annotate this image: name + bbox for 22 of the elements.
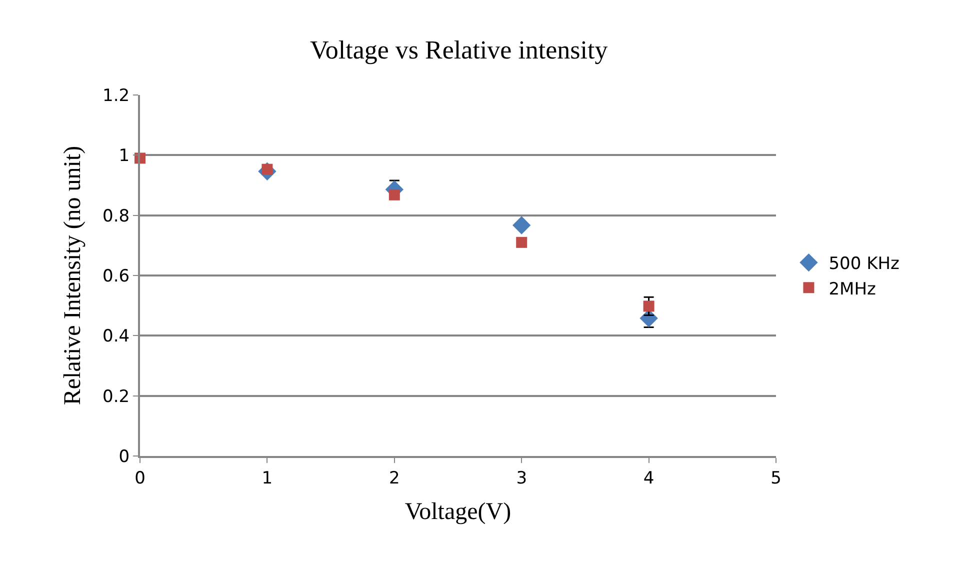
y-axis-title: Relative Intensity (no unit) (60, 146, 86, 406)
point (643, 300, 654, 312)
y-tick-label: 0.2 (102, 386, 130, 407)
x-tick-label: 0 (134, 468, 146, 488)
y-tick-label: 0 (118, 446, 130, 467)
y-tick-label: 0.6 (102, 266, 130, 286)
x-axis-title: Voltage(V) (404, 499, 512, 526)
y-tick-label: 1.2 (102, 86, 130, 106)
point (388, 189, 400, 200)
point (516, 236, 528, 248)
x-tick-label: 4 (643, 468, 654, 488)
x-tick-label: 2 (388, 468, 400, 488)
legend-label: 2MHz (828, 279, 876, 300)
point (512, 216, 531, 234)
x-tick-label: 1 (262, 468, 273, 488)
legend-label: 500 KHz (828, 254, 900, 274)
x-tick-label: 3 (516, 468, 528, 488)
y-tick-label: 0.8 (102, 206, 130, 226)
y-tick-label: 1 (118, 146, 130, 166)
y-tick-label: 0.4 (102, 326, 130, 347)
chart-title: Voltage vs Relative intensity (310, 36, 608, 65)
x-tick-label: 5 (770, 468, 782, 488)
